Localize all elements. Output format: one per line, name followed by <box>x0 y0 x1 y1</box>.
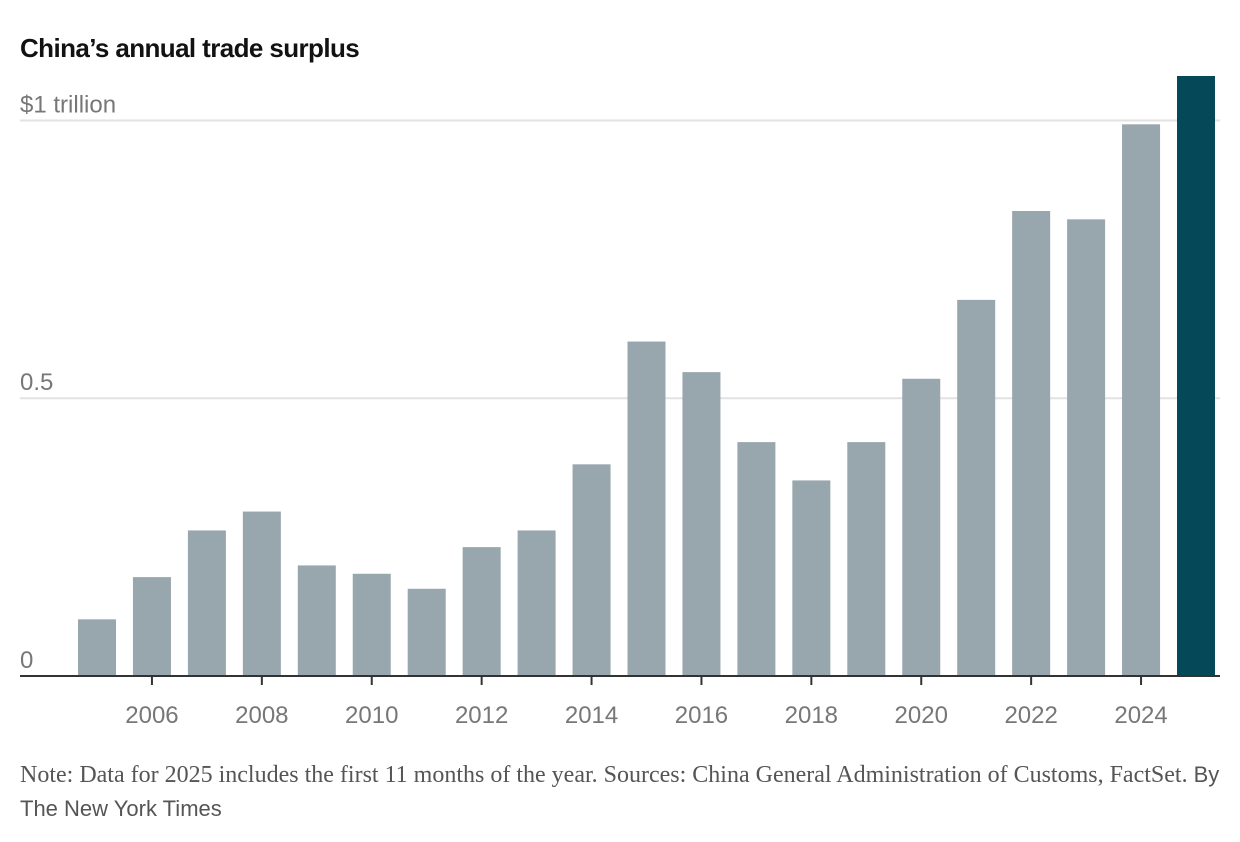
byline: By The New York Times <box>20 762 1220 821</box>
bar-2020 <box>902 378 941 676</box>
bar-2007 <box>187 530 226 676</box>
bar-2012 <box>462 547 501 676</box>
x-tick-label: 2008 <box>235 702 288 729</box>
x-tick-label: 2016 <box>675 702 728 729</box>
y-tick-label: 0.5 <box>20 369 53 396</box>
bar-2011 <box>407 588 446 676</box>
x-tick-label: 2010 <box>345 702 398 729</box>
bar-2019 <box>847 442 886 676</box>
chart-title: China’s annual trade surplus <box>20 33 360 63</box>
bar-2010 <box>352 573 391 676</box>
bar-2018 <box>792 480 831 676</box>
note-text: Note: Data for 2025 includes the first 1… <box>20 762 1188 788</box>
bar-2023 <box>1067 219 1106 676</box>
tick-labels: 0 0.5 $1 trillion 2006 2008 2010 2012 2014 2016 2… <box>20 91 1168 729</box>
x-tick-label: 2020 <box>895 702 948 729</box>
y-tick-label: $1 trillion <box>20 91 116 118</box>
x-tick-label: 2024 <box>1114 702 1167 729</box>
x-tick-label: 2018 <box>785 702 838 729</box>
x-tick-label: 2012 <box>455 702 508 729</box>
bar-2005 <box>78 619 116 676</box>
bar-2006 <box>132 577 171 676</box>
bar-2013 <box>517 530 556 676</box>
bar-2016 <box>682 372 721 676</box>
bar-2025 <box>1177 76 1215 676</box>
bar-2008 <box>242 511 281 676</box>
bar-2024 <box>1122 124 1161 676</box>
chart-note: Note: Data for 2025 includes the first 1… <box>20 758 1220 826</box>
bars <box>78 76 1215 676</box>
bar-2014 <box>572 464 611 676</box>
bar-2022 <box>1012 211 1051 676</box>
bar-2009 <box>297 565 336 676</box>
bar-2017 <box>737 442 776 676</box>
bar-chart: 0 0.5 $1 trillion 2006 2008 2010 2012 2014 2016 2… <box>20 76 1220 729</box>
x-axis <box>20 675 1220 685</box>
bar-2015 <box>627 341 666 676</box>
bar-2021 <box>957 299 996 676</box>
x-tick-label: 2014 <box>565 702 618 729</box>
x-tick-label: 2022 <box>1004 702 1057 729</box>
x-tick-label: 2006 <box>125 702 178 729</box>
y-tick-label: 0 <box>20 647 33 674</box>
